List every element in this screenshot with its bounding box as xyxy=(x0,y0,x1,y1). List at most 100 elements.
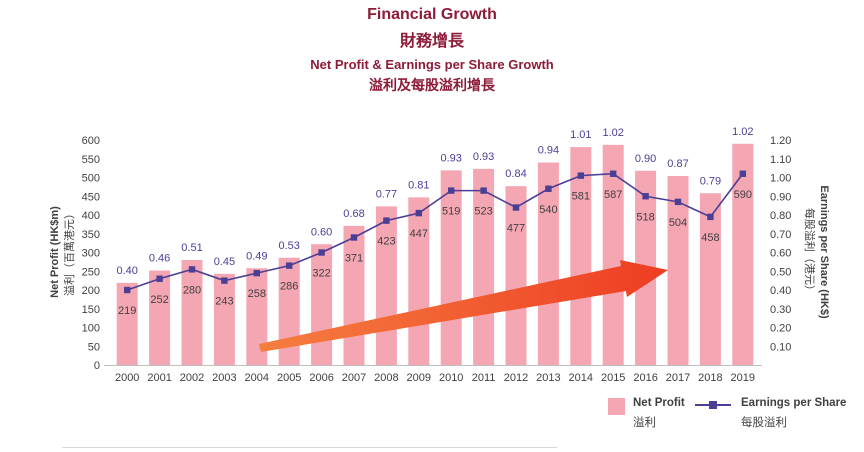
net-profit-bar xyxy=(505,186,527,365)
net-profit-value: 504 xyxy=(669,217,687,229)
net-profit-bar xyxy=(408,197,430,365)
year-label: 2000 xyxy=(115,372,139,384)
year-label: 2019 xyxy=(731,372,755,384)
chart-title-zh: 財務增長 xyxy=(399,33,464,50)
year-label: 2005 xyxy=(277,372,301,384)
net-profit-value: 458 xyxy=(701,232,719,244)
right-axis-tick: 0.50 xyxy=(770,266,791,278)
net-profit-bar xyxy=(732,143,754,365)
eps-marker-icon xyxy=(415,209,422,217)
right-axis-tick: 1.00 xyxy=(770,173,791,185)
net-profit-value: 258 xyxy=(248,288,266,300)
legend-net-profit: Net Profit 溢利 xyxy=(633,397,685,430)
eps-marker-icon xyxy=(156,275,163,282)
eps-marker-icon xyxy=(286,262,293,269)
left-axis-tick: 150 xyxy=(82,304,100,316)
eps-line xyxy=(126,172,744,291)
net-profit-value: 587 xyxy=(604,189,622,201)
eps-marker-icon xyxy=(350,234,358,241)
right-axis-tick: 0.10 xyxy=(770,341,791,353)
net-profit-value: 286 xyxy=(280,281,298,293)
eps-marker-icon xyxy=(318,249,325,256)
net-profit-bar xyxy=(440,170,462,365)
eps-value: 0.90 xyxy=(635,153,656,165)
net-profit-value: 280 xyxy=(183,284,201,296)
eps-value: 0.49 xyxy=(246,250,267,262)
eps-value: 1.01 xyxy=(570,129,591,141)
legend-eps: Earnings per Share 每股溢利 xyxy=(741,397,846,430)
eps-value: 0.68 xyxy=(343,208,364,220)
year-label: 2003 xyxy=(212,372,236,384)
legend-eps-label-zh: 每股溢利 xyxy=(741,417,787,429)
right-axis-tick: 0.30 xyxy=(770,304,791,316)
net-profit-value: 322 xyxy=(312,268,330,280)
net-profit-value: 423 xyxy=(377,236,395,248)
year-label: 2002 xyxy=(180,372,204,384)
left-axis-tick: 0 xyxy=(94,360,100,372)
eps-value: 0.93 xyxy=(473,151,494,163)
eps-marker-icon xyxy=(707,213,714,221)
growth-trend-arrow-icon xyxy=(259,260,668,352)
eps-marker-icon xyxy=(448,187,455,194)
chart-title-en: Financial Growth xyxy=(367,6,497,23)
net-profit-bar xyxy=(311,244,333,365)
net-profit-bar xyxy=(537,162,559,365)
chart-subtitle-zh: 溢利及每股溢利增長 xyxy=(369,77,495,93)
legend-net-profit-label-zh: 溢利 xyxy=(633,417,656,429)
year-label: 2014 xyxy=(569,372,593,384)
eps-marker-icon xyxy=(642,193,649,200)
net-profit-value: 540 xyxy=(539,204,557,216)
eps-value: 1.02 xyxy=(732,126,753,138)
year-label: 2004 xyxy=(245,372,269,384)
eps-value: 0.81 xyxy=(408,179,429,191)
year-label: 2013 xyxy=(536,372,560,384)
legend-eps-label-en: Earnings per Share xyxy=(741,397,847,409)
eps-value: 0.45 xyxy=(214,256,235,268)
left-axis-tick: 100 xyxy=(82,323,100,335)
left-axis-tick: 500 xyxy=(82,173,100,185)
net-profit-bar xyxy=(570,147,592,365)
net-profit-bar xyxy=(213,273,235,365)
year-label: 2006 xyxy=(309,372,333,384)
eps-marker-icon xyxy=(709,401,717,409)
year-label: 2015 xyxy=(601,372,625,384)
eps-value: 0.51 xyxy=(181,242,202,254)
net-profit-bar xyxy=(699,193,721,365)
left-axis-tick: 50 xyxy=(88,341,100,353)
eps-value: 0.79 xyxy=(700,175,721,187)
year-label: 2008 xyxy=(374,372,398,384)
year-label: 2016 xyxy=(633,372,657,384)
chart-subtitle-en: Net Profit & Earnings per Share Growth xyxy=(310,57,554,72)
eps-value: 0.60 xyxy=(311,226,332,238)
net-profit-value: 243 xyxy=(215,296,233,308)
year-label: 2018 xyxy=(698,372,722,384)
net-profit-value: 252 xyxy=(150,294,168,306)
net-profit-bar xyxy=(375,206,397,365)
left-axis-tick: 350 xyxy=(82,229,100,241)
right-axis-tick: 1.20 xyxy=(770,135,791,147)
eps-value: 0.53 xyxy=(278,240,299,252)
chart-legend: Net Profit 溢利 Earnings per Share 每股溢利 xyxy=(600,395,864,449)
eps-value: 0.93 xyxy=(440,152,461,164)
year-label: 2001 xyxy=(147,372,171,384)
eps-marker-icon xyxy=(674,198,682,206)
left-axis-tick: 400 xyxy=(82,210,100,222)
year-label: 2017 xyxy=(666,372,690,384)
left-axis-tick: 250 xyxy=(82,266,100,278)
eps-marker-icon xyxy=(253,269,260,277)
right-axis-tick: 0.90 xyxy=(770,191,791,203)
net-profit-bar xyxy=(149,270,171,365)
right-axis-tick: 0.80 xyxy=(770,210,791,222)
net-profit-value: 518 xyxy=(636,211,654,223)
eps-value: 0.94 xyxy=(538,145,559,157)
net-profit-bar xyxy=(116,282,138,365)
right-axis-tick: 1.10 xyxy=(770,154,791,166)
net-profit-bar xyxy=(667,176,689,365)
eps-marker-icon xyxy=(545,185,552,192)
net-profit-value: 219 xyxy=(118,305,136,317)
right-axis-tick: 0.40 xyxy=(770,285,791,297)
year-label: 2007 xyxy=(342,372,366,384)
eps-marker-icon xyxy=(124,286,131,294)
